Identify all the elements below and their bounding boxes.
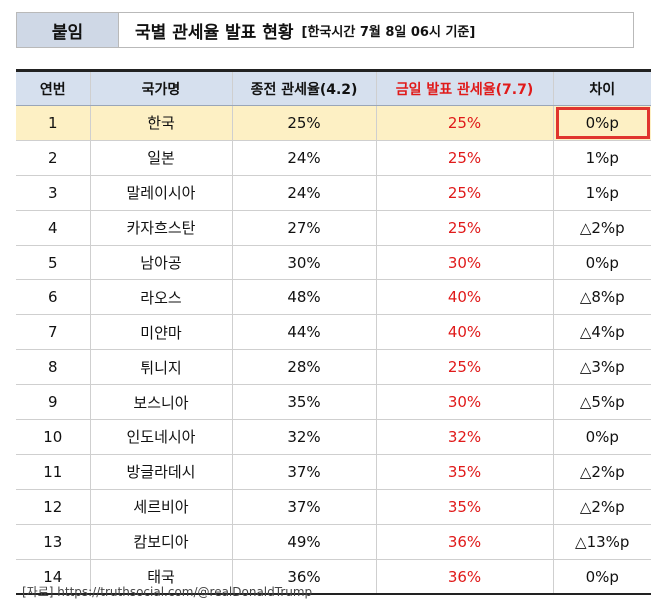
table-row: 2 일본 24% 25% 1%p [16, 140, 651, 176]
cell-no: 10 [16, 419, 90, 455]
cell-announced: 40% [375, 279, 553, 316]
cell-announced: 25% [375, 349, 553, 386]
cell-diff: △8%p [552, 279, 651, 316]
cell-diff: 0%p [552, 245, 651, 281]
col-header-no: 연번 [16, 70, 90, 106]
table-row: 10 인도네시아 32% 32% 0%p [16, 419, 651, 455]
cell-no: 6 [16, 279, 90, 316]
attachment-tag: 붙임 [17, 13, 119, 47]
cell-country: 카자흐스탄 [89, 210, 232, 246]
cell-announced: 35% [375, 454, 553, 490]
col-header-announced: 금일 발표 관세율(7.7) [375, 70, 553, 106]
cell-previous: 30% [231, 245, 376, 281]
col-header-country: 국가명 [89, 70, 232, 106]
cell-country: 태국 [89, 559, 232, 596]
cell-diff: △2%p [552, 489, 651, 525]
source-note: [자료] https://truthsocial.com/@realDonald… [22, 585, 313, 599]
table-row: 7 미얀마 44% 40% △4%p [16, 314, 651, 351]
cell-country: 방글라데시 [89, 454, 232, 490]
cell-diff: 0%p [552, 559, 651, 596]
cell-country: 보스니아 [89, 384, 232, 421]
cell-announced: 30% [375, 384, 553, 421]
cell-announced: 36% [375, 559, 553, 596]
cell-announced: 40% [375, 314, 553, 351]
table-row: 3 말레이시아 24% 25% 1%p [16, 175, 651, 211]
cell-country: 세르비아 [89, 489, 232, 525]
title-main: 국별 관세율 발표 현황 [135, 22, 294, 43]
cell-announced: 25% [375, 210, 553, 246]
cell-country: 튀니지 [89, 349, 232, 386]
table-row: 1 한국 25% 25% 0%p [16, 105, 651, 141]
cell-previous: 24% [231, 175, 376, 211]
cell-announced: 35% [375, 489, 553, 525]
cell-previous: 32% [231, 419, 376, 455]
cell-diff: △2%p [552, 210, 651, 246]
title-bar: 붙임 국별 관세율 발표 현황 [한국시간 7월 8일 06시 기준] [16, 12, 634, 48]
cell-diff: 1%p [552, 175, 651, 211]
title-subtitle: [한국시간 7월 8일 06시 기준] [301, 24, 476, 40]
page-title: 국별 관세율 발표 현황 [한국시간 7월 8일 06시 기준] [119, 13, 633, 47]
cell-previous: 44% [231, 314, 376, 351]
cell-no: 1 [16, 105, 90, 141]
cell-announced: 25% [375, 175, 553, 211]
col-header-previous: 종전 관세율(4.2) [231, 70, 376, 106]
cell-diff: △5%p [552, 384, 651, 421]
cell-country: 말레이시아 [89, 175, 232, 211]
cell-announced: 36% [375, 524, 553, 560]
cell-country: 한국 [89, 105, 232, 141]
table-row: 5 남아공 30% 30% 0%p [16, 245, 651, 281]
table-row: 4 카자흐스탄 27% 25% △2%p [16, 210, 651, 246]
table-row: 6 라오스 48% 40% △8%p [16, 279, 651, 316]
cell-previous: 35% [231, 384, 376, 421]
cell-previous: 37% [231, 454, 376, 490]
tariff-table: 연번 국가명 종전 관세율(4.2) 금일 발표 관세율(7.7) 차이 1 한국… [16, 69, 651, 596]
cell-previous: 49% [231, 524, 376, 560]
cell-no: 13 [16, 524, 90, 560]
cell-diff: 0%p [552, 419, 651, 455]
cell-no: 11 [16, 454, 90, 490]
cell-announced: 25% [375, 105, 553, 141]
cell-no: 2 [16, 140, 90, 176]
cell-no: 5 [16, 245, 90, 281]
table-row: 11 방글라데시 37% 35% △2%p [16, 454, 651, 490]
cell-country: 미얀마 [89, 314, 232, 351]
cell-no: 7 [16, 314, 90, 351]
cell-previous: 36% [231, 559, 376, 596]
cell-country: 캄보디아 [89, 524, 232, 560]
highlight-box [555, 107, 650, 139]
cell-diff: △2%p [552, 454, 651, 490]
cell-diff: △13%p [552, 524, 651, 560]
cell-diff: △4%p [552, 314, 651, 351]
cell-previous: 24% [231, 140, 376, 176]
table-body: 1 한국 25% 25% 0%p 2 일본 24% 25% 1%p 3 말레이시아 24% 25% 1%p 4… [16, 105, 651, 596]
cell-previous: 27% [231, 210, 376, 246]
cell-announced: 32% [375, 419, 553, 455]
cell-no: 3 [16, 175, 90, 211]
cell-no: 4 [16, 210, 90, 246]
cell-diff: 1%p [552, 140, 651, 176]
col-header-diff: 차이 [552, 70, 651, 106]
table-header-row: 연번 국가명 종전 관세율(4.2) 금일 발표 관세율(7.7) 차이 [16, 70, 651, 106]
table-row: 12 세르비아 37% 35% △2%p [16, 489, 651, 525]
cell-country: 라오스 [89, 279, 232, 316]
cell-country: 인도네시아 [89, 419, 232, 455]
table-row: 9 보스니아 35% 30% △5%p [16, 384, 651, 421]
table-row: 13 캄보디아 49% 36% △13%p [16, 524, 651, 560]
table-row: 14 태국 36% 36% 0%p [16, 559, 651, 596]
cell-no: 9 [16, 384, 90, 421]
cell-diff: 0%p [552, 105, 651, 141]
cell-previous: 48% [231, 279, 376, 316]
cell-no: 8 [16, 349, 90, 386]
cell-no: 12 [16, 489, 90, 525]
cell-diff: △3%p [552, 349, 651, 386]
cell-no: 14 [16, 559, 90, 596]
cell-announced: 25% [375, 140, 553, 176]
cell-previous: 25% [231, 105, 376, 141]
cell-country: 남아공 [89, 245, 232, 281]
table-row: 8 튀니지 28% 25% △3%p [16, 349, 651, 386]
cell-previous: 37% [231, 489, 376, 525]
cell-announced: 30% [375, 245, 553, 281]
cell-previous: 28% [231, 349, 376, 386]
cell-country: 일본 [89, 140, 232, 176]
